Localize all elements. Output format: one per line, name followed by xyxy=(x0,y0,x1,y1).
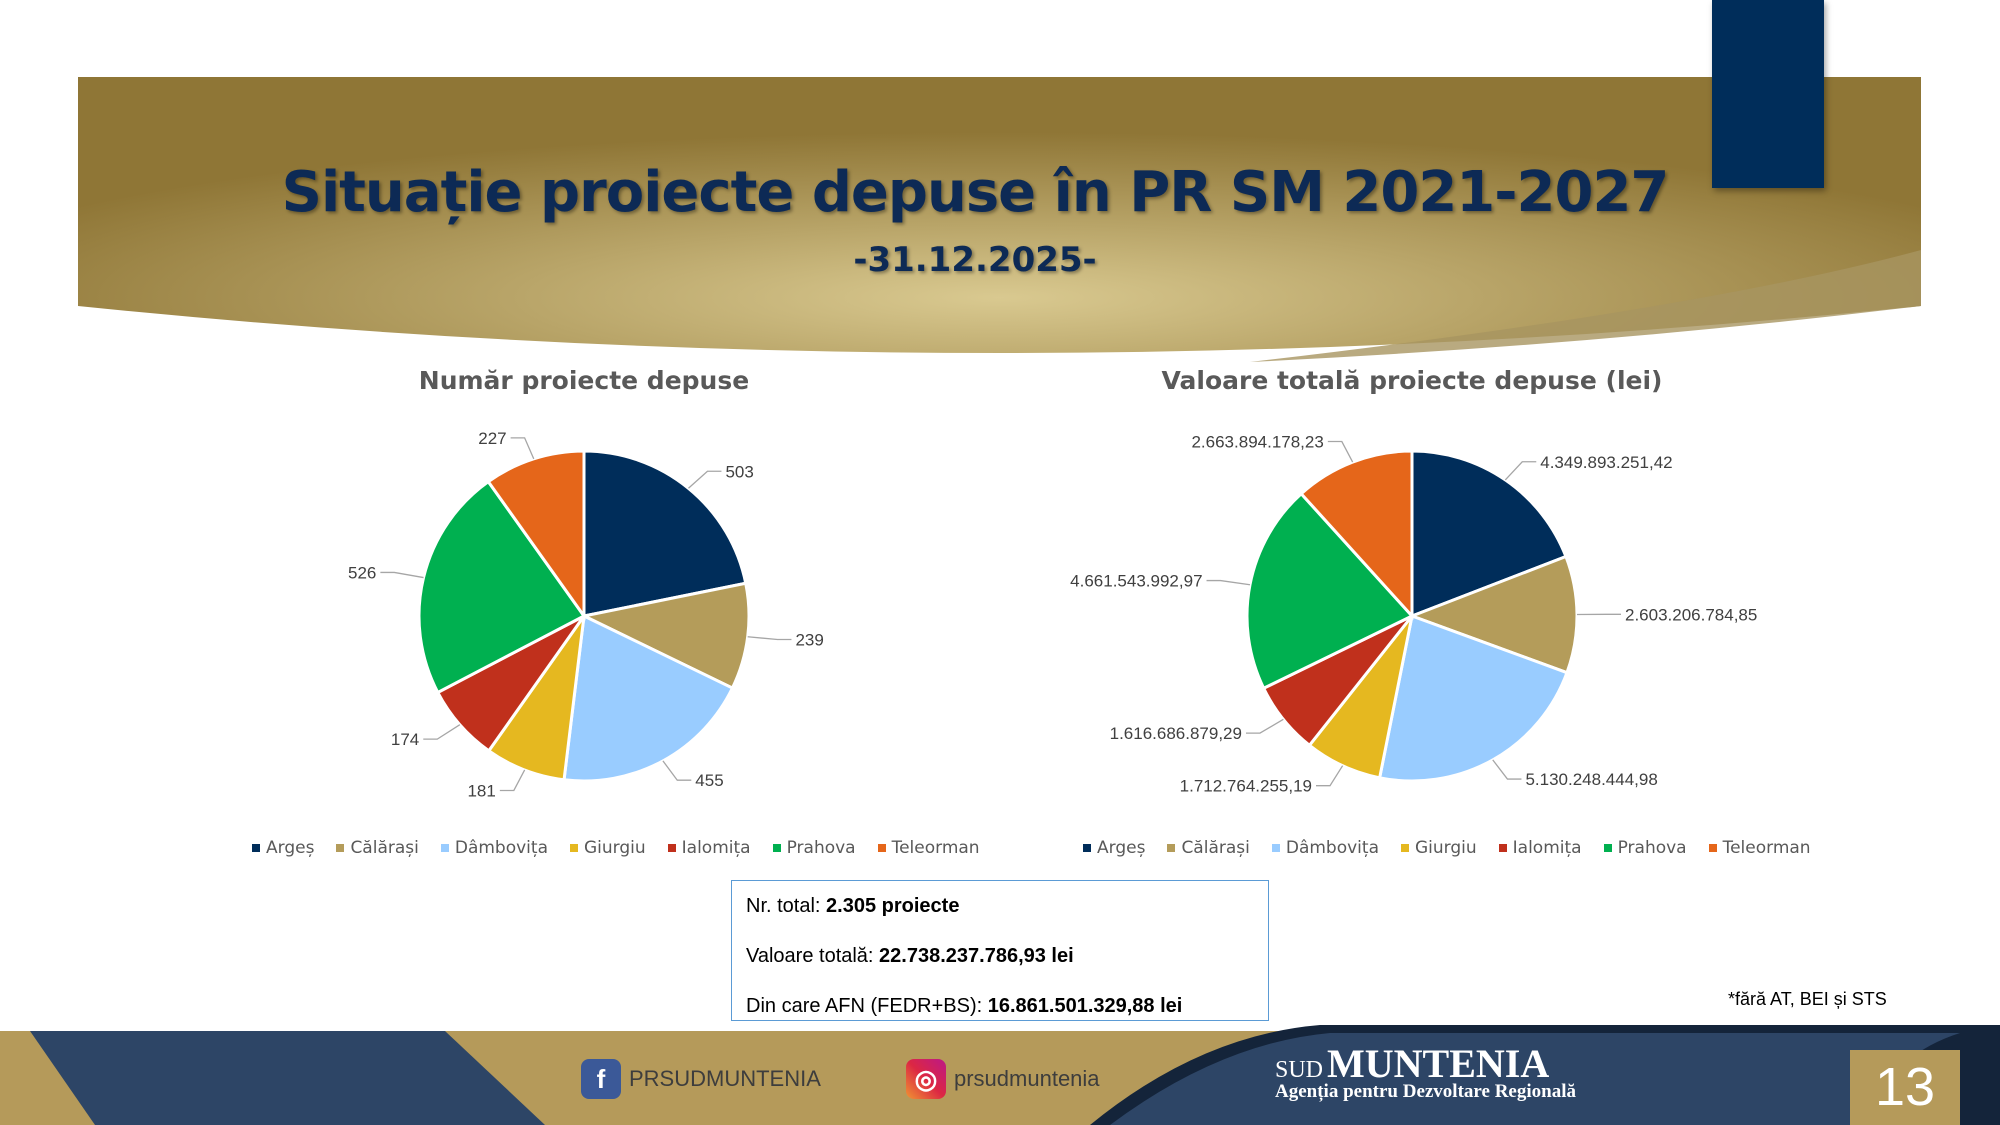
legend-item: Dâmbovița xyxy=(1271,838,1379,858)
leader-line xyxy=(380,571,424,579)
legend-label: Prahova xyxy=(1617,838,1687,858)
legend-item: Argeș xyxy=(252,838,314,858)
summary-box: Nr. total: 2.305 proiecte Valoare totală… xyxy=(731,880,1269,1021)
pie-slice-1 xyxy=(579,581,751,691)
legend-swatch xyxy=(1167,844,1176,852)
leader-line xyxy=(1245,718,1284,734)
legend-swatch xyxy=(1603,844,1612,852)
pie-slice-2 xyxy=(1377,613,1569,783)
leader-line xyxy=(1504,461,1537,481)
pie-slice-6 xyxy=(1299,449,1414,620)
leader-line xyxy=(688,470,722,489)
data-label: 1.616.686.879,29 xyxy=(1110,724,1242,743)
legend-label: Argeș xyxy=(266,838,315,858)
legend-label: Călărași xyxy=(350,838,419,858)
summary-total: Nr. total: 2.305 proiecte xyxy=(746,895,960,917)
header-banner xyxy=(78,77,1921,362)
leader-line xyxy=(1316,765,1344,787)
data-label: 227 xyxy=(478,429,506,448)
legend-label: Argeș xyxy=(1097,838,1146,858)
page-number: 13 xyxy=(1850,1050,1960,1125)
legend-swatch xyxy=(1083,844,1091,852)
chart-title-count: Număr proiecte depuse xyxy=(418,366,750,395)
legend-swatch xyxy=(877,844,886,852)
legend-item: Ialomița xyxy=(667,838,751,858)
data-label: 526 xyxy=(348,563,376,582)
legend-item: Giurgiu xyxy=(1401,838,1477,858)
legend-item: Argeș xyxy=(1083,838,1145,858)
legend-swatch xyxy=(440,844,449,852)
instagram-icon: ◎ xyxy=(906,1059,946,1099)
legend-label: Giurgiu xyxy=(584,838,646,858)
data-label: 181 xyxy=(467,781,495,800)
data-label: 239 xyxy=(795,631,823,650)
legend-swatch xyxy=(1498,844,1507,852)
leader-line xyxy=(499,769,526,792)
legend-item: Teleorman xyxy=(877,838,980,858)
legend-label: Dâmbovița xyxy=(454,838,548,858)
leader-line xyxy=(423,724,461,740)
summary-value: Valoare totală: 22.738.237.786,93 lei xyxy=(746,945,1074,967)
legend-label: Teleorman xyxy=(1722,838,1811,858)
legend-label: Teleorman xyxy=(891,838,980,858)
legend-swatch xyxy=(1271,844,1280,852)
data-label: 1.712.764.255,19 xyxy=(1180,777,1312,796)
agency-logo: SUD MUNTENIA Agenția pentru Dezvoltare R… xyxy=(1275,1041,1576,1102)
legend-item: Prahova xyxy=(772,838,856,858)
leader-line xyxy=(1206,579,1251,586)
leader-line xyxy=(662,760,692,781)
decorative-bar xyxy=(1712,0,1824,188)
legend-label: Giurgiu xyxy=(1415,838,1477,858)
legend-label: Ialomița xyxy=(681,838,751,858)
data-label: 4.349.893.251,42 xyxy=(1540,453,1672,472)
leader-line xyxy=(1327,440,1354,463)
legend-item: Giurgiu xyxy=(570,838,646,858)
instagram-link[interactable]: ◎ prsudmuntenia xyxy=(906,1059,1100,1099)
legend-item: Ialomița xyxy=(1498,838,1582,858)
pie-slice-5 xyxy=(417,479,587,695)
page-title: Situație proiecte depuse în PR SM 2021-2… xyxy=(281,160,1670,225)
legend-swatch xyxy=(252,844,260,852)
facebook-link[interactable]: f PRSUDMUNTENIA xyxy=(581,1059,821,1099)
pie-chart-value: 4.349.893.251,42 2.603.206.784,85 5.130.24… xyxy=(1070,433,1757,796)
data-label: 174 xyxy=(391,730,419,749)
pie-slice-1 xyxy=(1407,554,1579,675)
legend-item: Călărași xyxy=(1167,838,1250,858)
legend-swatch xyxy=(1401,844,1409,852)
legend-label: Prahova xyxy=(786,838,856,858)
facebook-icon: f xyxy=(581,1059,621,1099)
legend-swatch xyxy=(667,844,676,852)
footer-band xyxy=(0,1025,2000,1125)
legend-swatch xyxy=(772,844,781,852)
leader-line xyxy=(510,437,535,460)
legend-value: Argeș Călărași Dâmbovița Giurgiu Ialomița Pra… xyxy=(1083,838,1811,858)
legend-item: Prahova xyxy=(1603,838,1687,858)
footnote: *fără AT, BEI și STS xyxy=(1728,989,1887,1009)
page-subtitle: -31.12.2025- xyxy=(853,240,1097,280)
legend-count: Argeș Călărași Dâmbovița Giurgiu Ialomița Pra… xyxy=(252,838,980,858)
data-label: 455 xyxy=(695,771,723,790)
leader-line xyxy=(747,636,792,641)
legend-item: Călărași xyxy=(336,838,419,858)
legend-label: Ialomița xyxy=(1512,838,1582,858)
data-label: 503 xyxy=(725,462,753,481)
legend-item: Teleorman xyxy=(1708,838,1811,858)
chart-title-value: Valoare totală proiecte depuse (lei) xyxy=(1161,366,1663,395)
legend-swatch xyxy=(1708,844,1717,852)
pie-slice-0 xyxy=(1410,449,1568,619)
summary-afn: Din care AFN (FEDR+BS): 16.861.501.329,8… xyxy=(746,995,1183,1017)
pie-chart-count: 503 239 455 181 174 526 227 xyxy=(348,429,824,801)
legend-swatch xyxy=(570,844,578,852)
data-label: 2.663.894.178,23 xyxy=(1191,433,1323,452)
leader-line xyxy=(1492,759,1522,780)
legend-swatch xyxy=(336,844,345,852)
legend-item: Dâmbovița xyxy=(440,838,548,858)
data-label: 2.603.206.784,85 xyxy=(1625,605,1757,624)
legend-label: Călărași xyxy=(1181,838,1250,858)
data-label: 4.661.543.992,97 xyxy=(1070,572,1202,591)
data-label: 5.130.248.444,98 xyxy=(1525,770,1657,789)
legend-label: Dâmbovița xyxy=(1285,838,1379,858)
